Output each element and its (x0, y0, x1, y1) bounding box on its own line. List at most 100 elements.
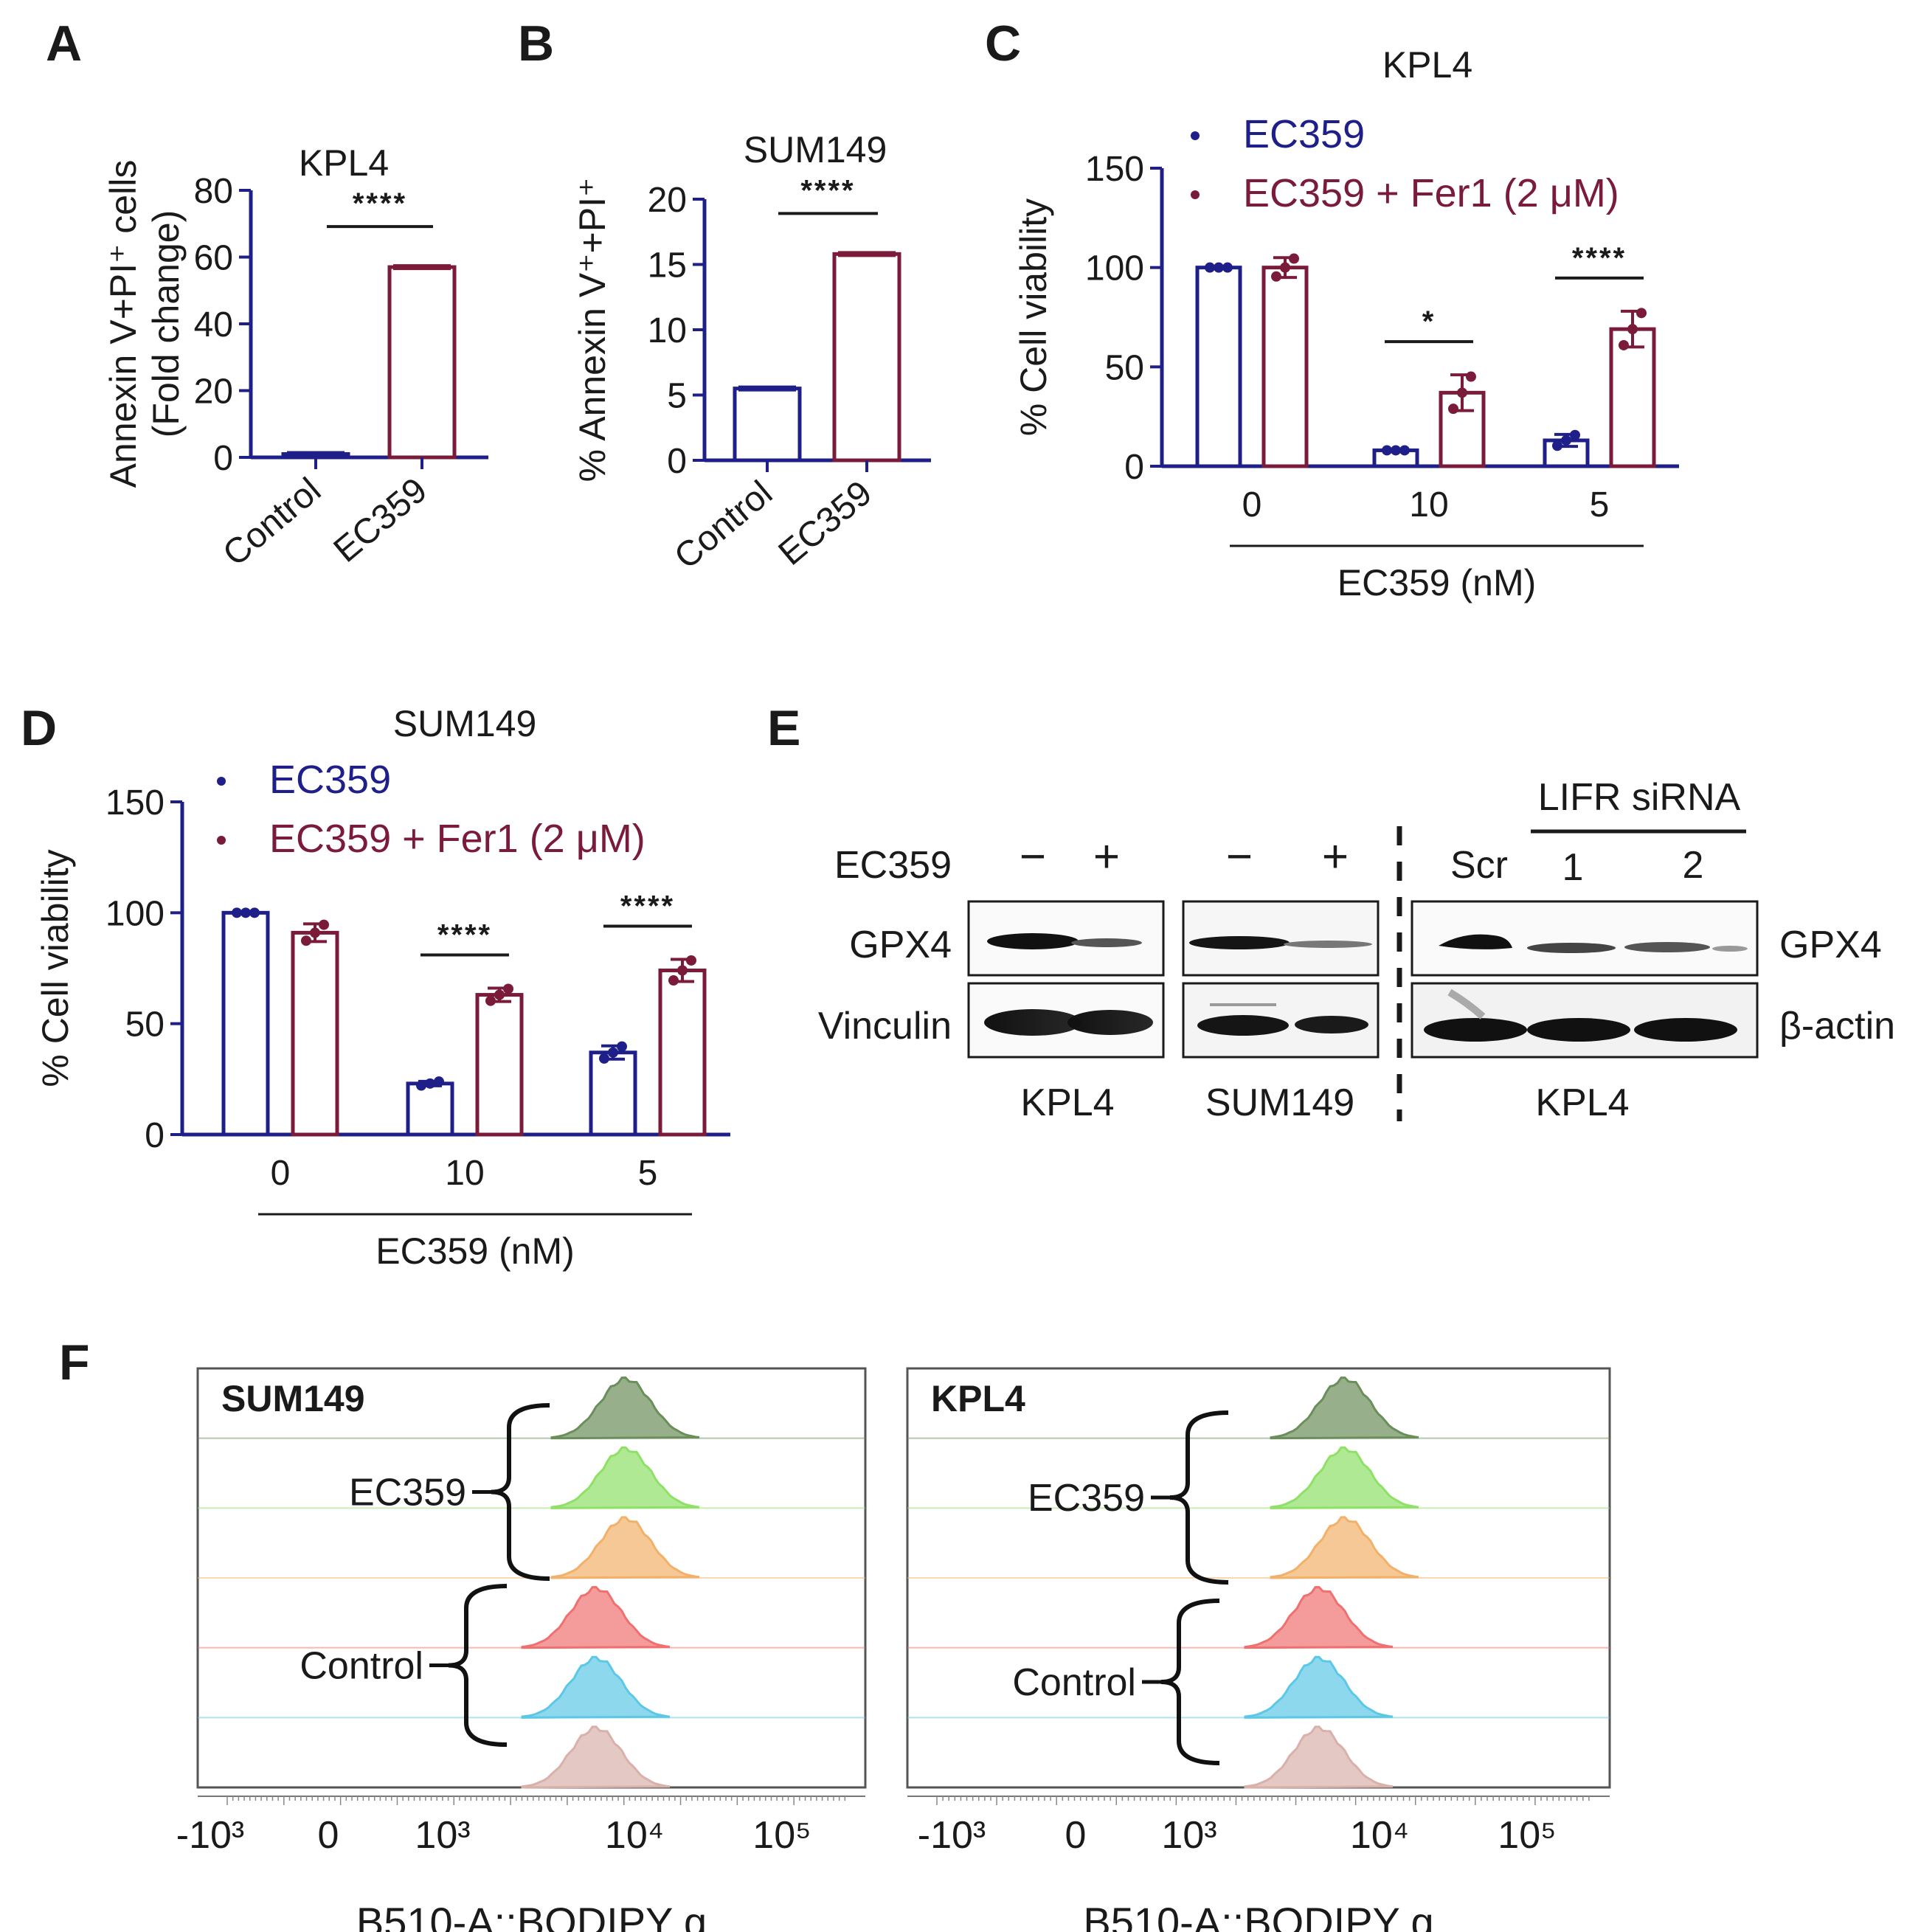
data-point (425, 1078, 435, 1089)
band (1712, 946, 1748, 952)
y-tick-label: 0 (145, 1116, 165, 1155)
data-point (1205, 262, 1215, 273)
band (1624, 942, 1710, 952)
x-tick-label: 5 (1590, 485, 1610, 524)
data-point (1382, 445, 1392, 456)
data-point (1552, 440, 1562, 451)
legend-label: EC359 + Fer1 (2 μM) (269, 817, 645, 861)
data-point (232, 907, 242, 918)
y-axis-label: % Cell viability (1013, 198, 1054, 436)
x-tick-label: 10⁴ (1350, 1814, 1409, 1857)
data-point (1466, 371, 1476, 382)
band (1284, 941, 1372, 948)
legend-marker (1191, 131, 1200, 140)
data-point (485, 995, 496, 1006)
y-tick-label: 5 (667, 377, 687, 416)
x-tick-label: 10⁵ (1498, 1814, 1556, 1857)
bar-ec359 (832, 252, 901, 463)
data-point (1619, 339, 1629, 350)
legend-marker (217, 836, 226, 845)
legend-marker (1191, 190, 1200, 199)
data-point (249, 907, 260, 918)
lane-label-scr: Scr (1450, 844, 1508, 887)
row-label-beta-actin: β-actin (1779, 1005, 1895, 1048)
data-point (434, 1076, 444, 1087)
x-tick-label: 10⁴ (605, 1814, 664, 1857)
x-tick-label: EC359 (772, 474, 879, 573)
x-tick-label: 10 (1409, 485, 1448, 524)
data-point (1448, 404, 1458, 415)
lane-label-1: 1 (1562, 846, 1584, 889)
row-label-vinculin: Vinculin (818, 1005, 952, 1048)
histogram-1 (550, 1376, 700, 1440)
sign-lane-2: + (1093, 831, 1120, 882)
data-point (1561, 434, 1571, 446)
x-tick-label: -10³ (918, 1814, 986, 1857)
y-tick-label: 60 (194, 239, 233, 278)
data-point (1636, 308, 1647, 319)
x-axis-label: B510-A::BODIPY g (1083, 1899, 1433, 1932)
y-tick-label: 0 (213, 439, 233, 478)
y-tick-label: 100 (105, 894, 165, 933)
treatment-label: EC359 (834, 844, 952, 887)
x-tick-label: 0 (271, 1154, 291, 1193)
data-point (240, 907, 251, 918)
x-axis-label: EC359 (nM) (1337, 562, 1537, 603)
data-point (1222, 262, 1233, 273)
x-tick-label: -10³ (176, 1814, 244, 1857)
bar-ec359-0 (291, 930, 339, 1137)
band (984, 1009, 1081, 1036)
panel-letter-c: C (985, 15, 1021, 72)
x-axis-label: B510-A::BODIPY g (356, 1899, 707, 1932)
row-label-gpx4-left: GPX4 (849, 924, 952, 966)
data-point (1570, 429, 1580, 440)
band (1189, 936, 1290, 949)
x-tick-label: Control (215, 471, 328, 574)
x-tick-label: EC359 (327, 471, 435, 570)
panel-letter-d: D (21, 700, 57, 756)
legend-label: EC359 + Fer1 (2 μM) (1243, 171, 1619, 215)
legend-marker (217, 777, 226, 786)
data-point (617, 1041, 627, 1052)
data-point (310, 927, 320, 938)
band (1295, 1016, 1368, 1033)
band (1424, 1018, 1527, 1042)
data-point (301, 935, 311, 946)
data-point (1280, 262, 1290, 273)
chart-panel-c: 0 50 100 150 0 10 * 5 **** EC359 (nM) KPL4 % Cell v… (1013, 44, 1679, 603)
significance-stars: * (1422, 305, 1436, 338)
y-tick-label: 10 (648, 311, 687, 350)
y-tick-label: 150 (105, 783, 165, 823)
bar-ec359-10 (406, 1081, 454, 1137)
band (987, 933, 1079, 949)
x-tick-label: 10⁵ (752, 1814, 811, 1857)
group-label: Control (300, 1645, 423, 1688)
data-point (1399, 445, 1410, 456)
sign-lane-3: − (1226, 831, 1253, 882)
bar-ec359-5 (589, 1050, 637, 1137)
sign-lane-1: − (1020, 831, 1046, 882)
significance-stars: **** (1572, 242, 1627, 274)
data-point (503, 983, 513, 994)
x-tick-label: 5 (638, 1154, 658, 1193)
x-tick-label: 0 (1242, 485, 1262, 524)
legend-label: EC359 (1243, 112, 1365, 156)
bar-ec359-0 (221, 910, 270, 1137)
histogram-4 (1244, 1585, 1394, 1649)
chart-title: KPL4 (299, 142, 389, 184)
y-tick-label: 0 (667, 442, 687, 481)
significance-stars: **** (620, 890, 675, 922)
panel-letter-a: A (46, 15, 82, 72)
bar-ec359 (387, 265, 457, 460)
legend-label: EC359 (269, 758, 391, 802)
y-tick-label: 100 (1085, 249, 1144, 288)
band (1067, 1010, 1153, 1035)
y-tick-label: 50 (125, 1005, 165, 1045)
histogram-1 (1270, 1376, 1419, 1440)
y-axis-label: % Cell viability (35, 849, 76, 1087)
cell-line-kpl4-right: KPL4 (1535, 1081, 1629, 1124)
histogram-5 (1244, 1655, 1394, 1719)
